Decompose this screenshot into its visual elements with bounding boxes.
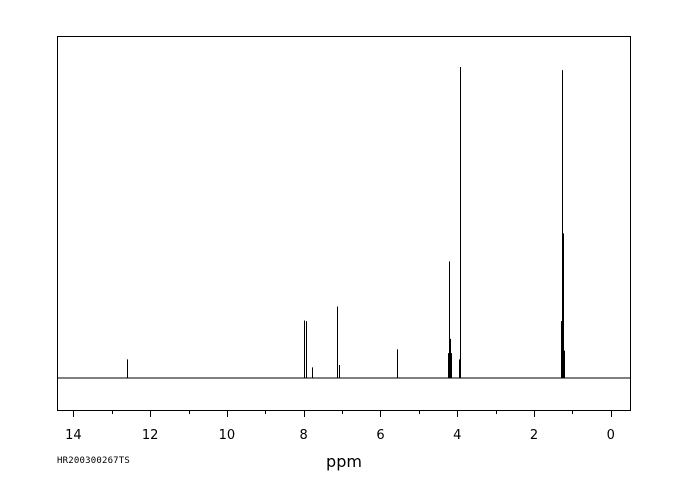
x-tick-label: 12 xyxy=(142,428,159,443)
spectrum-peaks xyxy=(127,67,565,378)
x-tick-label: 4 xyxy=(453,428,461,443)
x-tick-label: 2 xyxy=(530,428,538,443)
x-tick-label: 14 xyxy=(65,428,82,443)
plot-frame xyxy=(57,36,631,411)
x-tick-label: 8 xyxy=(300,428,308,443)
x-tick-label: 10 xyxy=(219,428,236,443)
x-axis: 14 12 10 8 6 4 2 0 xyxy=(65,410,615,443)
sample-id-label: HR200300267TS xyxy=(57,456,131,466)
x-tick-label: 0 xyxy=(607,428,615,443)
x-tick-label: 6 xyxy=(376,428,384,443)
x-axis-title: ppm xyxy=(326,452,362,471)
